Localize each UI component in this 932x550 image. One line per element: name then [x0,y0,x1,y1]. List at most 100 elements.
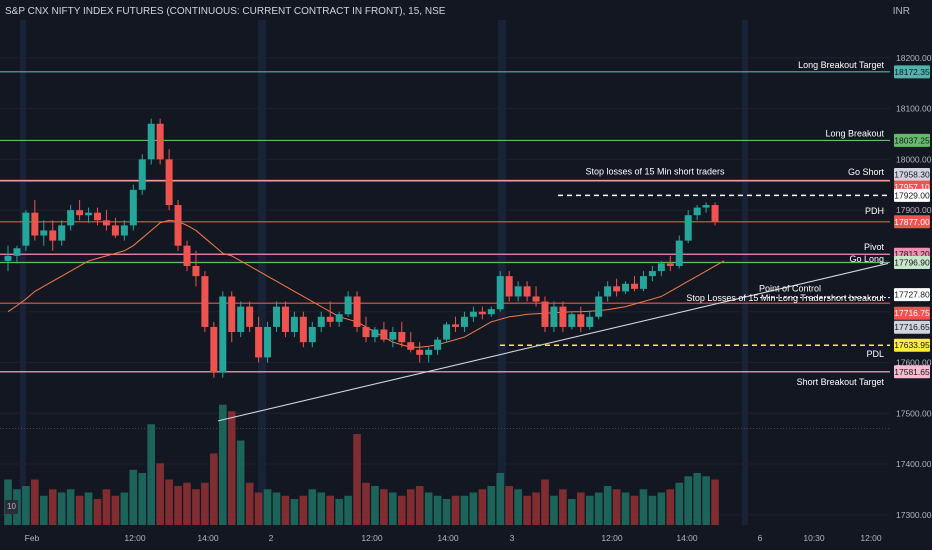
price-tag-label: 18172.35 [894,67,930,77]
time-tick-label: 14:00 [437,533,459,543]
volume-bar [568,499,576,525]
session-band [498,20,506,525]
price-tick-label: 18200.00 [896,53,932,63]
candle-body [398,332,406,343]
volume-bar [219,404,227,525]
candle-body [326,316,334,322]
price-tag-label: 18037.25 [894,135,930,145]
session-band [742,20,748,525]
candle-body [174,205,182,246]
candle-body [31,212,39,236]
volume-bar [227,411,236,525]
candle-body [76,210,84,216]
candle-body [281,306,289,333]
volume-bar [648,495,657,525]
candle-body [460,316,468,327]
candle-body [49,230,57,241]
time-tick-label: 12:00 [124,533,146,543]
volume-bar [577,492,585,525]
candle-body [586,316,594,327]
time-tick-label: 6 [758,533,763,543]
price-tag [894,168,930,182]
volume-bar [585,495,594,525]
candle-body [577,314,585,327]
volume-bar [326,495,334,525]
candle-body [452,324,459,327]
volume-bar [48,489,57,525]
candle-body [443,324,451,340]
price-tag-label: 17813.20 [894,249,930,259]
candle-body [666,263,674,266]
price-tag-label: 17796.90 [894,257,930,267]
candle-body [13,248,21,256]
time-tick-label: 14:00 [197,533,219,543]
volume-bar [210,453,218,525]
price-tick-label: 17600.00 [896,357,932,367]
candle-body [94,212,101,221]
level-name-label: PDH [865,206,884,216]
volume-bar [523,495,531,525]
volume-bar [102,489,111,525]
candle-body [702,205,710,208]
candle-body [353,296,361,327]
volume-bar [129,469,138,525]
volume-badge: 10 [5,500,18,514]
volume-bar [424,492,433,525]
volume-bar [514,489,522,525]
candle-body [389,332,397,340]
price-axis [890,0,932,550]
time-tick-label: Feb [25,533,40,543]
level-name-label: Go Short [848,167,885,177]
candle-body [693,207,701,216]
candle-body [657,263,665,272]
volume-bar [111,495,120,525]
price-tag [894,365,930,379]
candle-body [631,283,638,289]
price-tag [894,65,930,79]
candle-body [192,265,200,277]
volume-bar [165,479,173,525]
candle-body [22,212,30,246]
volume-bar [666,489,675,525]
volume-bar [344,495,352,525]
volume-bar [496,473,505,525]
price-tag-label: 17716.65 [894,322,930,332]
volume-bar [22,486,30,525]
candle-body [273,306,280,327]
candle-body [210,326,218,373]
volume-bar [433,495,442,525]
volume-bar [335,499,343,525]
candle-body [138,159,146,190]
volume-bar [442,499,451,525]
volume-bar [702,476,710,525]
time-tick-label: 10:30 [803,533,825,543]
price-tag-label: 17727.80 [894,290,930,300]
annotation-label: Go Long [849,254,884,264]
volume-bar [138,473,147,525]
volume-bar [308,489,317,525]
volume-bar [174,486,182,525]
volume-bar [675,482,684,525]
volume-bar [594,492,603,525]
chart-title: S&P CNX NIFTY INDEX FUTURES (CONTINUOUS:… [5,6,446,17]
candle-body [595,296,603,317]
volume-bar [487,486,496,525]
volume-bar [31,479,39,525]
candle-body [246,306,254,327]
level-name-label: PDL [866,349,884,359]
candle-body [290,316,298,333]
currency-label: INR [892,6,910,17]
candle-body [120,225,128,236]
candle-body [165,159,173,206]
candle-body [111,225,119,236]
volume-bar [711,479,719,525]
candle-body [622,283,630,292]
candle-body [568,314,576,327]
price-tag-label: 17877.00 [894,217,930,227]
volume-bar [290,499,299,525]
volume-bar [40,495,48,525]
candle-body [147,123,155,160]
candle-body [684,215,692,241]
volume-bar [156,463,164,525]
